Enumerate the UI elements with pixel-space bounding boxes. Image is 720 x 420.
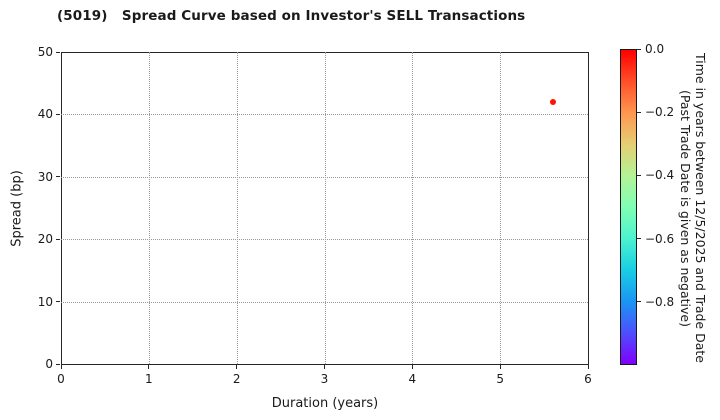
x-gridline: [324, 52, 326, 364]
x-tick-mark: [411, 365, 413, 369]
colorbar-tick-label: 0.0: [645, 42, 665, 56]
y-tick-label: 20: [37, 232, 53, 247]
colorbar-tick-label: −0.2: [645, 105, 675, 120]
x-gridline: [148, 52, 150, 364]
x-gridline: [412, 52, 414, 364]
y-tick-label: 50: [37, 45, 53, 59]
colorbar-tick-mark: [637, 238, 641, 240]
y-tick-mark: [56, 301, 60, 303]
y-tick-mark: [56, 238, 60, 240]
colorbar-label: Time in years between 12/5/2025 and Trad…: [678, 53, 708, 363]
chart-title: (5019) Spread Curve based on Investor's …: [57, 8, 526, 24]
x-tick-mark: [148, 365, 150, 369]
colorbar-tick-label: −0.6: [645, 231, 675, 246]
colorbar-tick-mark: [637, 48, 641, 50]
y-tick-label: 10: [37, 294, 53, 309]
colorbar-tick-label: −0.8: [645, 294, 675, 309]
x-tick-label: 0: [57, 372, 65, 386]
x-tick-label: 3: [320, 372, 329, 386]
y-gridline: [61, 176, 588, 178]
y-tick-label: 30: [37, 169, 53, 184]
x-tick-mark: [499, 365, 501, 369]
y-tick-mark: [56, 51, 60, 53]
colorbar-tick-label: −0.4: [645, 168, 675, 183]
y-tick-mark: [56, 176, 60, 178]
x-axis-label: Duration (years): [271, 396, 379, 411]
y-tick-label: 0: [45, 357, 53, 371]
x-tick-mark: [236, 365, 238, 369]
x-tick-label: 2: [232, 372, 241, 386]
y-gridline: [61, 114, 588, 116]
colorbar: [620, 49, 637, 365]
y-tick-mark: [56, 363, 60, 365]
x-tick-mark: [60, 365, 62, 369]
colorbar-tick-mark: [637, 301, 641, 303]
scatter-point: [549, 98, 556, 105]
x-tick-label: 1: [145, 372, 153, 386]
colorbar-tick-mark: [637, 174, 641, 176]
x-tick-mark: [587, 365, 589, 369]
y-gridline: [61, 301, 588, 303]
colorbar-tick-mark: [637, 111, 641, 113]
x-gridline: [500, 52, 502, 364]
y-tick-mark: [56, 113, 60, 115]
x-tick-mark: [324, 365, 325, 369]
x-gridline: [236, 52, 238, 364]
x-tick-label: 4: [408, 372, 417, 386]
x-tick-label: 5: [496, 372, 504, 386]
y-tick-label: 40: [37, 107, 53, 122]
y-gridline: [61, 239, 588, 241]
x-tick-label: 6: [584, 372, 592, 386]
